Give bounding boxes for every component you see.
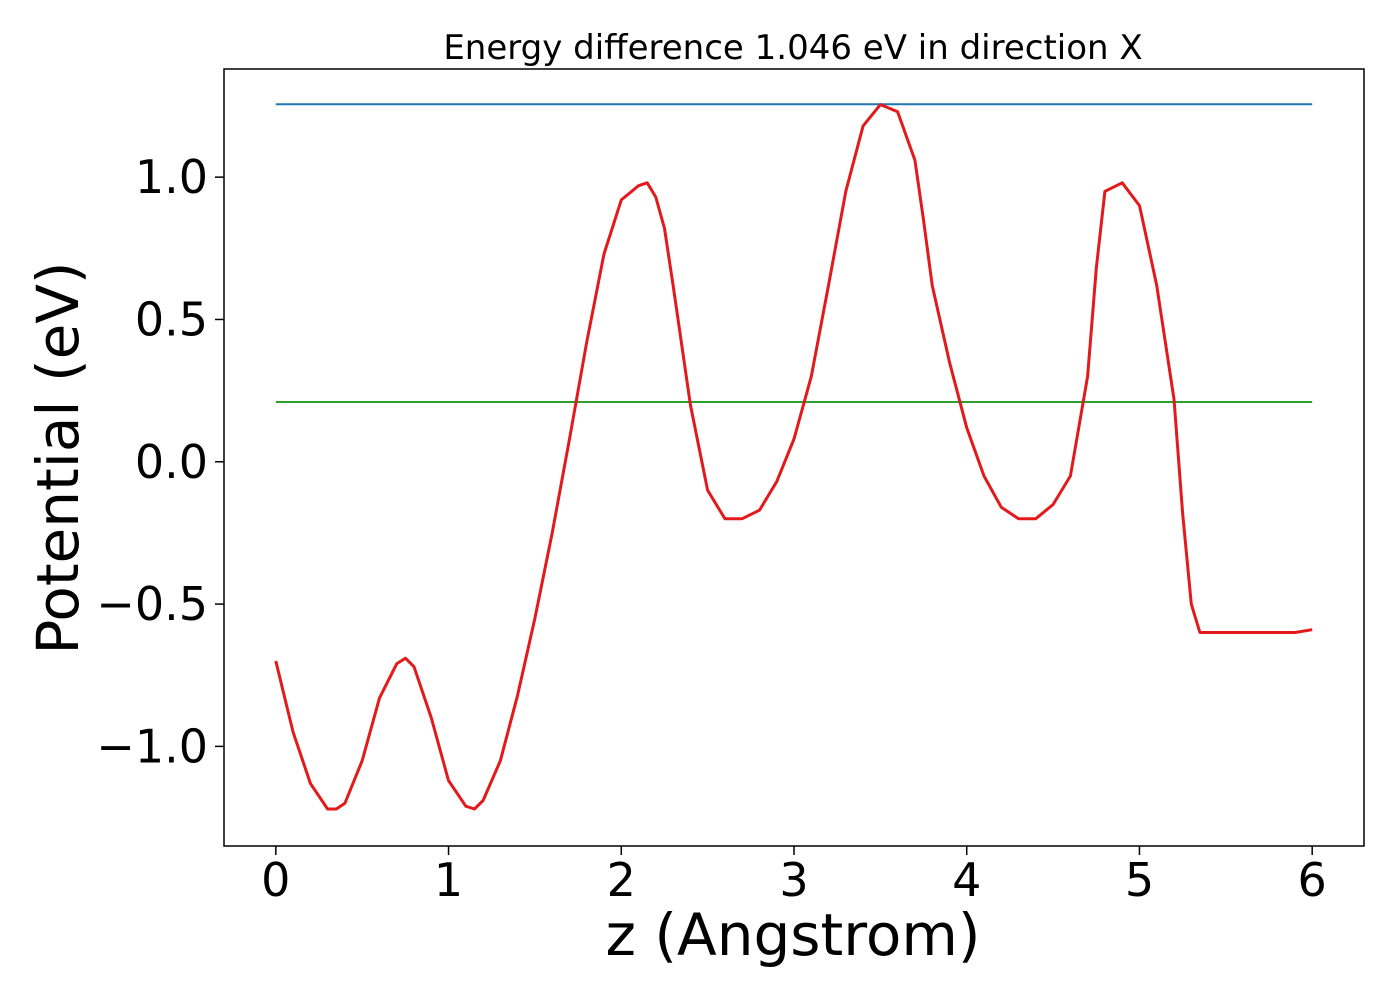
x-tick-label: 3 [779,853,808,907]
plot-frame [223,68,1365,847]
series-layer [274,103,1313,811]
plot-area: 0 1 2 3 4 5 6 −1.0 −0.5 0.0 0.5 1.0 [96,68,1365,907]
y-tick-label: 0.0 [135,435,208,489]
y-axis-label: Potential (eV) [24,261,92,654]
x-tick-label: 5 [1125,853,1154,907]
potential-curve [274,103,1313,811]
x-tick-label: 6 [1298,853,1327,907]
y-tick-label: 1.0 [135,150,208,204]
x-axis-ticks: 0 1 2 3 4 5 6 [261,846,1327,907]
x-tick-label: 0 [261,853,290,907]
y-tick-label: 0.5 [135,292,208,346]
x-axis-label: z (Angstrom) [606,901,981,969]
x-tick-label: 1 [434,853,463,907]
chart-title: Energy difference 1.046 eV in direction … [443,28,1142,68]
y-axis-ticks: −1.0 −0.5 0.0 0.5 1.0 [96,150,224,773]
y-tick-label: −1.0 [96,719,208,773]
x-tick-label: 4 [952,853,981,907]
y-tick-label: −0.5 [96,577,208,631]
x-tick-label: 2 [607,853,636,907]
